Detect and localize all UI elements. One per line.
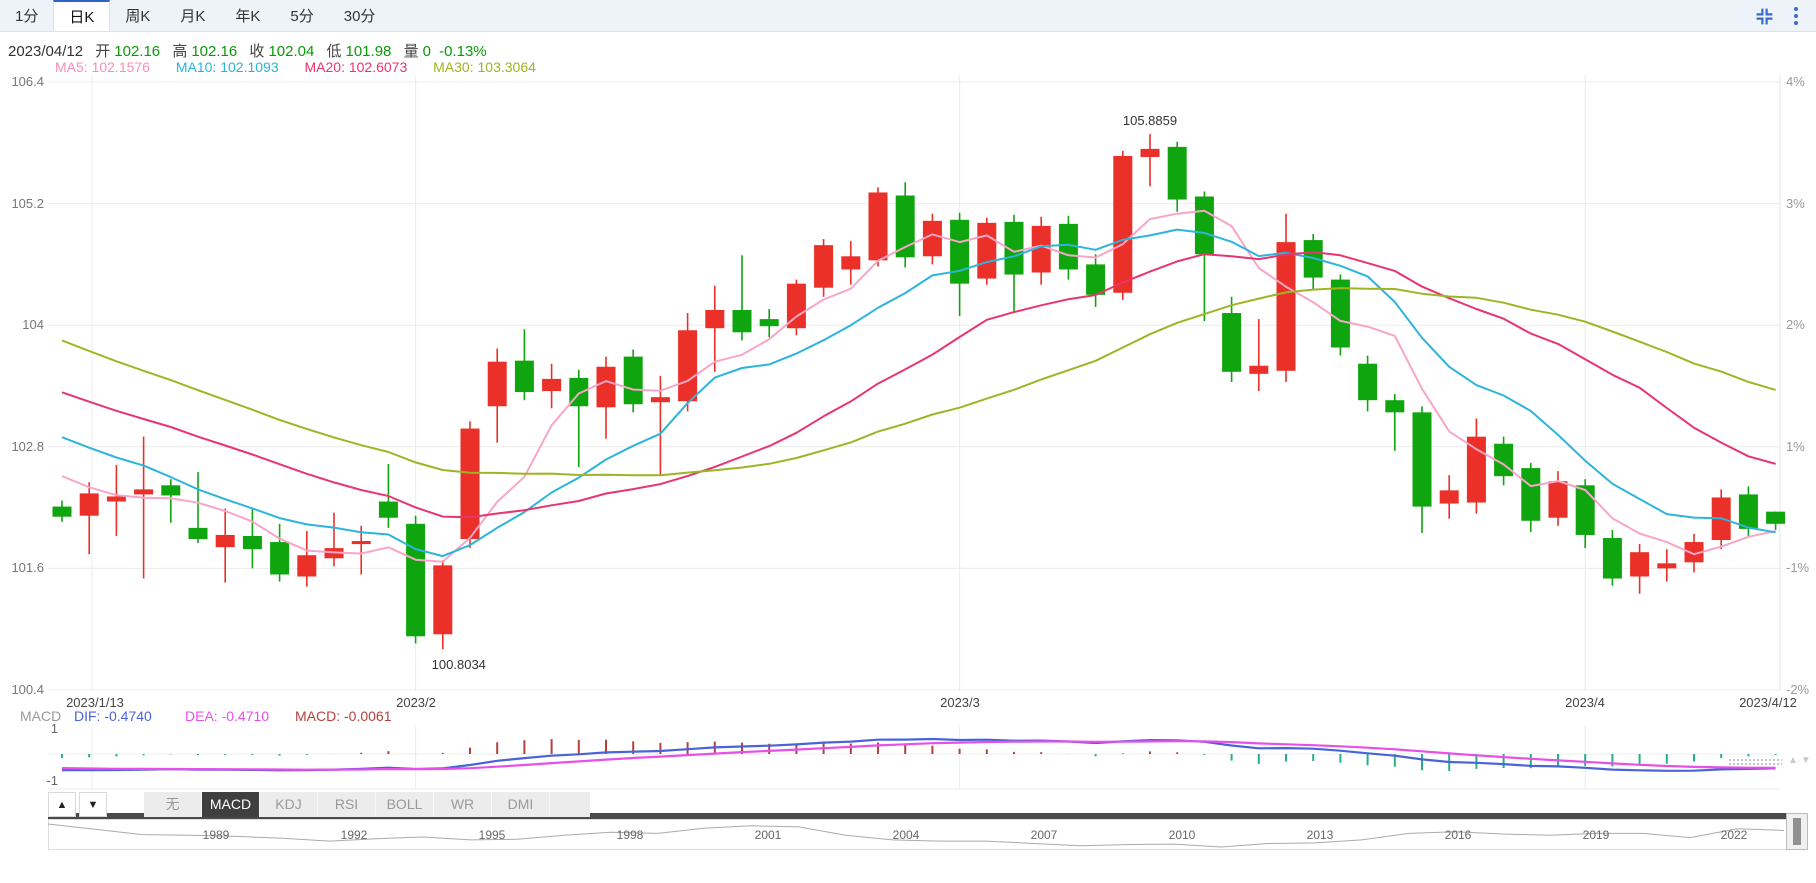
y-axis-price-label: 102.8	[11, 439, 44, 454]
y-axis-percent-label: 3%	[1786, 196, 1805, 211]
ma-header: MA5: 102.1576 MA10: 102.1093 MA20: 102.6…	[55, 59, 558, 75]
low-value: 101.98	[345, 43, 392, 60]
y-axis-percent-label: 1%	[1786, 439, 1805, 454]
timeline-year-label: 1989	[202, 828, 230, 842]
y-axis-price-label: 106.4	[11, 74, 44, 89]
timeline-year-label: 2007	[1030, 828, 1058, 842]
indicator-tab-boll[interactable]: BOLL	[376, 792, 434, 817]
change-percent: -0.13%	[439, 43, 487, 60]
timeline-year-label: 2016	[1444, 828, 1472, 842]
ma5-value: MA5: 102.1576	[55, 59, 150, 75]
volume-label: 量	[403, 43, 419, 60]
close-label: 收	[249, 43, 265, 60]
timeline-year-label: 2019	[1582, 828, 1610, 842]
x-axis-date-label: 2023/1/13	[66, 695, 124, 710]
ma30-value: MA30: 103.3064	[433, 59, 536, 75]
indicator-tab-kdj[interactable]: KDJ	[260, 792, 318, 817]
timeline-year-label: 1995	[478, 828, 506, 842]
y-axis-percent-label: 4%	[1786, 74, 1805, 89]
timeline-scroll-handle[interactable]	[1786, 813, 1808, 850]
timeline-range-bar[interactable]	[48, 813, 1786, 819]
timeline-year-label: 2010	[1168, 828, 1196, 842]
pane-expand-button[interactable]: ▲	[48, 792, 76, 817]
close-value: 102.04	[268, 43, 315, 60]
low-label: 低	[326, 43, 342, 60]
timeline-year-label: 2013	[1306, 828, 1334, 842]
x-axis-date-label: 2023/2	[396, 695, 436, 710]
x-axis-date-label: 2023/3	[940, 695, 980, 710]
indicator-tab-filler	[550, 792, 590, 817]
macd-dea-value: DEA: -0.4710	[185, 708, 270, 724]
period-tabbar: 1分 日K 周K 月K 年K 5分 30分	[0, 0, 1816, 32]
x-axis-date-label: 2023/4/12	[1739, 695, 1797, 710]
low-price-annotation: 100.8034	[431, 657, 486, 673]
indicator-tabs: 无 MACD KDJ RSI BOLL WR DMI	[144, 792, 590, 817]
timeline-year-label: 2001	[754, 828, 782, 842]
indicator-tab-rsi[interactable]: RSI	[318, 792, 376, 817]
tab-30min[interactable]: 30分	[343, 8, 376, 25]
pane-collapse-button[interactable]: ▼	[79, 792, 107, 817]
tab-monthly-k[interactable]: 月K	[180, 8, 206, 25]
macd-hist-value: MACD: -0.0061	[295, 708, 392, 724]
indicator-tab-none[interactable]: 无	[144, 792, 202, 817]
history-timeline[interactable]	[48, 819, 1788, 850]
tab-5min[interactable]: 5分	[290, 8, 314, 25]
indicator-tab-macd[interactable]: MACD	[202, 792, 260, 817]
macd-dif-value: DIF: -0.4740	[74, 708, 152, 724]
timeline-year-label: 1998	[616, 828, 644, 842]
y-axis-percent-label: -2%	[1786, 682, 1810, 697]
collapse-icon[interactable]	[1755, 7, 1774, 26]
y-axis-price-label: 105.2	[11, 196, 44, 211]
y-axis-price-label: 104	[22, 317, 44, 332]
mini-scrollbar-dots[interactable]	[1728, 758, 1782, 767]
topbar-icons	[1755, 5, 1802, 27]
quote-date: 2023/04/12	[8, 43, 84, 60]
volume-value: 0	[422, 43, 431, 60]
high-price-annotation: 105.8859	[1122, 113, 1178, 129]
tab-daily-k[interactable]: 日K	[53, 0, 111, 31]
ohlc-info-line: 2023/04/12 开 102.16 高 102.16 收 102.04 低 101.…	[8, 40, 487, 61]
macd-axis-label: 1	[50, 721, 58, 736]
indicator-tabbar: ▲ ▼ 无 MACD KDJ RSI BOLL WR DMI	[48, 792, 590, 817]
open-label: 开	[95, 43, 111, 60]
y-axis-price-label: 101.6	[11, 560, 44, 575]
page-up-icon[interactable]: ▲	[1788, 755, 1801, 766]
macd-panel-title: MACD	[20, 708, 62, 724]
high-value: 102.16	[191, 43, 238, 60]
y-axis-price-label: 100.4	[11, 682, 44, 697]
y-axis-percent-label: -1%	[1786, 560, 1810, 575]
ma10-value: MA10: 102.1093	[175, 59, 279, 75]
tab-weekly-k[interactable]: 周K	[125, 8, 151, 25]
kebab-menu-icon[interactable]	[1790, 5, 1802, 27]
timeline-year-label: 2004	[892, 828, 920, 842]
high-label: 高	[172, 43, 188, 60]
indicator-tab-dmi[interactable]: DMI	[492, 792, 550, 817]
open-value: 102.16	[114, 43, 161, 60]
x-axis-date-label: 2023/4	[1565, 695, 1605, 710]
indicator-tab-wr[interactable]: WR	[434, 792, 492, 817]
macd-axis-label: -1	[46, 773, 58, 788]
page-arrows[interactable]: ▲▼	[1788, 755, 1814, 766]
page-down-icon[interactable]: ▼	[1800, 755, 1814, 766]
timeline-year-label: 1992	[340, 828, 368, 842]
tab-1min[interactable]: 1分	[15, 8, 39, 25]
timeline-year-label: 2022	[1720, 828, 1748, 842]
y-axis-percent-label: 2%	[1786, 317, 1805, 332]
tab-yearly-k[interactable]: 年K	[235, 8, 261, 25]
ma20-value: MA20: 102.6073	[304, 59, 408, 75]
